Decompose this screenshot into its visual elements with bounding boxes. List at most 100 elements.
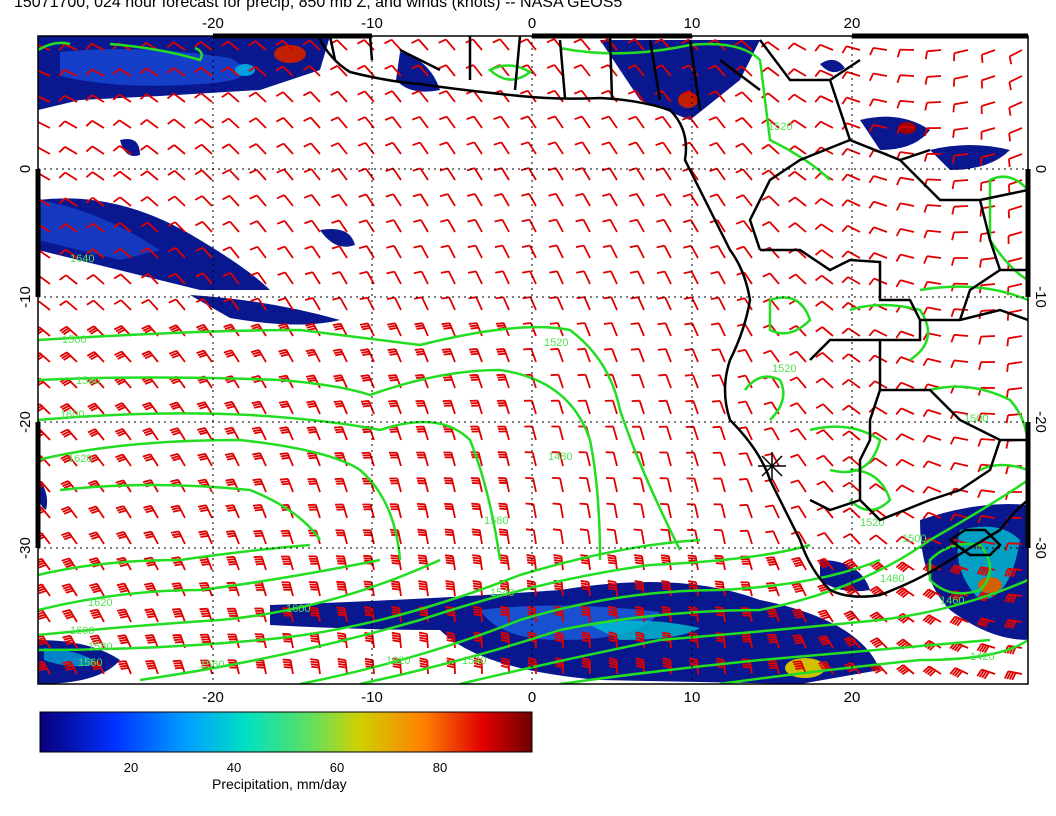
- wind-barb: [686, 451, 699, 467]
- wind-barb: [713, 529, 726, 545]
- wind-barb: [841, 147, 861, 156]
- wind-barb: [58, 120, 78, 129]
- wind-barb: [226, 555, 240, 571]
- wind-barb: [574, 115, 591, 129]
- wind-barb: [412, 141, 429, 155]
- wind-barb: [607, 579, 618, 597]
- wind-barb: [440, 218, 456, 233]
- wind-barb: [547, 167, 564, 181]
- wind-barb: [249, 220, 267, 233]
- wind-barb: [387, 322, 402, 337]
- wind-barb: [523, 347, 537, 363]
- wind-barb: [842, 430, 861, 441]
- wind-barb: [922, 357, 942, 367]
- wind-barb: [87, 428, 105, 441]
- wind-barb: [980, 153, 996, 166]
- wind-barb: [194, 195, 213, 207]
- wind-barb: [521, 192, 537, 207]
- wind-barb: [167, 247, 186, 259]
- wind-barb: [248, 143, 267, 155]
- wind-barb: [197, 427, 213, 441]
- wind-barb: [498, 528, 510, 545]
- wind-barb: [735, 168, 753, 181]
- wind-barb: [197, 504, 213, 519]
- wind-barb: [248, 117, 267, 129]
- wind-barb: [737, 348, 753, 363]
- wind-barb: [761, 195, 780, 207]
- wind-barb: [520, 141, 537, 155]
- wind-barb: [142, 427, 159, 441]
- wind-barb: [388, 425, 402, 441]
- wind-barb: [574, 167, 591, 181]
- wind-barb: [924, 127, 942, 137]
- wind-barb: [979, 205, 996, 217]
- wind-barb: [465, 38, 483, 51]
- wind-barb: [632, 425, 645, 441]
- wind-barb: [139, 93, 159, 103]
- wind-barb: [923, 152, 942, 162]
- wind-barb: [739, 503, 753, 519]
- wind-barb: [168, 324, 186, 337]
- lon-tick-label: -10: [361, 15, 383, 32]
- wind-barb: [139, 67, 159, 77]
- wind-barb: [895, 535, 915, 545]
- wind-barb: [282, 658, 294, 675]
- wind-barb: [113, 325, 132, 337]
- wind-barb: [661, 580, 672, 597]
- contour-label: 1580: [484, 515, 508, 527]
- wind-barb: [841, 96, 861, 105]
- wind-barb: [38, 300, 51, 311]
- wind-barb: [469, 373, 483, 389]
- wind-barb: [869, 611, 888, 623]
- wind-barb: [522, 270, 537, 285]
- wind-barb: [633, 554, 645, 571]
- wind-barb: [496, 399, 510, 415]
- wind-barb: [470, 477, 483, 493]
- wind-barb: [841, 224, 861, 233]
- wind-barb: [816, 480, 834, 493]
- wind-barb: [817, 635, 834, 649]
- wind-barb: [951, 231, 969, 241]
- wind-barb: [58, 223, 78, 233]
- wind-barb: [949, 513, 969, 522]
- wind-barb: [115, 505, 132, 519]
- wind-barb: [573, 89, 591, 103]
- wind-barb: [657, 322, 672, 337]
- wind-barb: [683, 296, 699, 311]
- wind-barb: [362, 529, 375, 545]
- wind-barb: [708, 116, 726, 129]
- wind-barb: [950, 308, 969, 318]
- wind-barb: [896, 74, 915, 84]
- wind-barb: [868, 277, 888, 286]
- contour-label: 1620: [386, 655, 410, 667]
- wind-barb: [59, 351, 78, 363]
- wind-barb: [976, 617, 996, 628]
- lat-tick-label: -20: [17, 411, 34, 433]
- frame-ticks: [35, 33, 1031, 548]
- wind-barb: [658, 425, 672, 441]
- wind-barb: [711, 374, 726, 389]
- wind-barb: [895, 381, 915, 390]
- wind-barb: [221, 66, 240, 77]
- wind-barb: [358, 193, 375, 207]
- wind-barb: [439, 167, 456, 181]
- wind-barb: [85, 94, 105, 103]
- wind-barb: [1004, 593, 1023, 604]
- wind-barb: [1007, 231, 1023, 244]
- wind-barb: [608, 657, 618, 675]
- wind-barb: [303, 116, 321, 129]
- wind-barb: [634, 580, 645, 597]
- wind-barb: [360, 348, 375, 363]
- wind-barb: [519, 38, 537, 51]
- wind-barb: [38, 120, 51, 129]
- wind-barb: [608, 631, 618, 649]
- wind-barb: [330, 142, 348, 155]
- wind-barb: [278, 348, 294, 363]
- colorbar-tick-label: 20: [123, 760, 139, 775]
- wind-barb: [38, 377, 51, 389]
- wind-barb: [195, 272, 213, 285]
- wind-barb: [977, 412, 996, 422]
- wind-barb: [950, 359, 969, 369]
- wind-barb: [868, 252, 888, 260]
- wind-barb: [387, 348, 402, 363]
